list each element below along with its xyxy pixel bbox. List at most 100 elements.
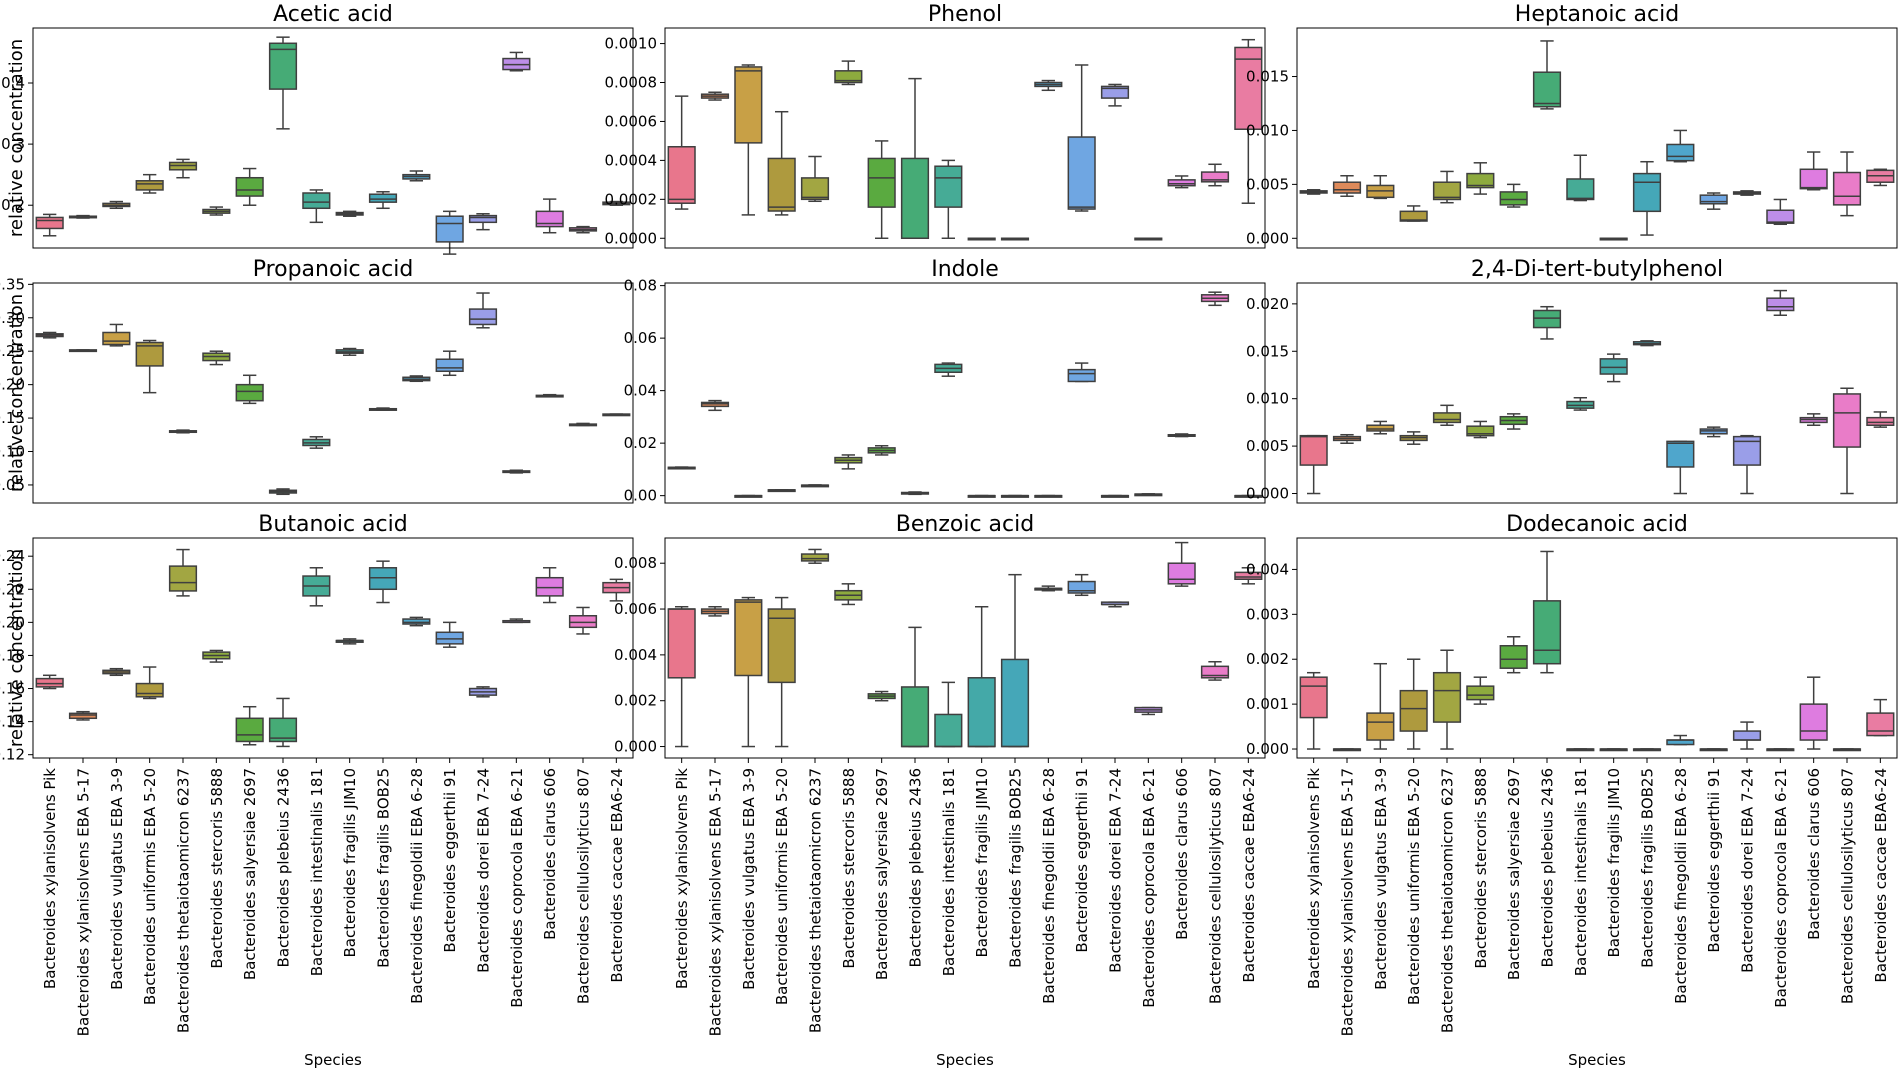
x-tick-label: Bacteroides fragilis BOB25 <box>1639 768 1657 968</box>
box <box>1366 424 1395 432</box>
x-tick-label: Bacteroides salyersiae 2697 <box>1505 768 1523 980</box>
x-tick-label: Bacteroides eggerthii 91 <box>1073 768 1091 953</box>
y-tick-label: 0.0002 <box>605 190 658 208</box>
box <box>435 215 464 243</box>
y-tick-label: 0.10 <box>0 443 25 461</box>
plot-frame <box>1296 27 1898 249</box>
y-tick-label: 0.010 <box>1246 121 1289 139</box>
x-tick-label: Bacteroides thetaiotaomicron 6237 <box>175 768 193 1033</box>
box <box>135 341 164 367</box>
box <box>1866 416 1895 426</box>
y-tick-label: 0.06 <box>624 329 657 347</box>
y-axis-label: relative concentration <box>6 39 27 237</box>
x-tick-label: Bacteroides caccae EBA6-24 <box>1872 768 1890 983</box>
box <box>1732 730 1762 741</box>
x-tick-label: Bacteroides fragilis JIM10 <box>341 768 359 957</box>
x-tick-label: Bacteroides eggerthii 91 <box>441 768 459 953</box>
box <box>1299 434 1328 466</box>
y-tick-label: 0.20 <box>0 376 25 394</box>
x-tick-label: Bacteroides clarus 606 <box>1173 768 1191 940</box>
box <box>35 677 64 688</box>
y-axis-label: relative concentration <box>6 294 27 492</box>
box <box>1167 562 1196 585</box>
x-tick-label: Bacteroides cellulosilyticus 807 <box>575 768 593 1004</box>
box <box>302 192 331 210</box>
box <box>368 193 398 203</box>
box <box>834 70 863 84</box>
box <box>1699 194 1728 205</box>
y-tick-label: 0.001 <box>1246 695 1289 713</box>
subplot-title: Propanoic acid <box>253 257 414 282</box>
box <box>1532 309 1562 329</box>
y-tick-label: 0.002 <box>614 692 657 710</box>
y-tick-label: 0.25 <box>0 342 25 360</box>
box <box>1067 136 1096 210</box>
y-tick-label: 0.000 <box>1246 229 1289 247</box>
y-tick-label: 0.22 <box>0 580 25 598</box>
y-tick-label: 0.05 <box>0 476 25 494</box>
box <box>168 565 198 592</box>
y-tick-label: 0.002 <box>1246 650 1289 668</box>
plot-frame <box>664 282 1266 504</box>
x-tick-label: Bacteroides uniformis EBA 5-20 <box>141 768 159 1005</box>
plot-frame <box>1296 282 1898 504</box>
x-tick-label: Bacteroides xylanisolvens EBA 5-17 <box>75 768 93 1036</box>
subplot-2-4-di-tert-butylphenol: 2,4-Di-tert-butylphenol 0.000 0.005 0.010 0.… <box>1246 257 1898 504</box>
box <box>1200 171 1230 183</box>
y-tick-label: 0.02 <box>624 434 657 452</box>
box <box>1000 658 1030 748</box>
box <box>1366 712 1395 741</box>
y-tick-label: 0.30 <box>0 309 25 327</box>
box <box>268 42 298 90</box>
x-tick-label: Bacteroides finegoldii EBA 6-28 <box>408 768 426 1004</box>
box <box>1532 71 1562 108</box>
x-tick-label: Bacteroides coprocola EBA 6-21 <box>1772 768 1790 1008</box>
y-tick-label: 0.4 <box>1 74 25 92</box>
subplot-phenol: Phenol 0.0000 0.0002 0.0004 0.0006 0.0008 0.00… <box>605 2 1266 249</box>
y-tick-label: 0.015 <box>1246 68 1289 86</box>
box <box>1532 600 1562 665</box>
y-tick-label: 0.005 <box>1246 437 1289 455</box>
subplot-propanoic-acid: Propanoic acid 0.05 0.10 0.15 0.20 0.25 0.30 0.… <box>0 257 634 504</box>
x-tick-label: Bacteroides stercoris 5888 <box>840 768 858 969</box>
x-tick-label: Bacteroides thetaiotaomicron 6237 <box>1439 768 1457 1033</box>
y-tick-label: 0.015 <box>1246 342 1289 360</box>
box <box>435 631 464 645</box>
box <box>135 180 164 191</box>
x-tick-label: Bacteroides xylanisolvens Pik <box>1305 768 1323 989</box>
y-tick-label: 0.20 <box>0 613 25 631</box>
subplot-title: Acetic acid <box>273 2 393 27</box>
box <box>1632 172 1662 213</box>
box <box>1234 571 1263 580</box>
box <box>734 66 763 144</box>
subplot-heptanoic-acid: Heptanoic acid 0.000 0.005 0.010 0.015 <box>1246 2 1898 249</box>
x-tick-label: Bacteroides caccae EBA6-24 <box>1240 768 1258 983</box>
y-tick-label: 0.004 <box>1246 560 1289 578</box>
box <box>1832 171 1862 206</box>
box <box>368 567 398 591</box>
y-tick-label: 0.006 <box>614 600 657 618</box>
y-tick-label: 0.000 <box>1246 740 1289 758</box>
box <box>1299 676 1328 719</box>
box <box>934 713 963 748</box>
x-tick-label: Bacteroides finegoldii EBA 6-28 <box>1040 768 1058 1004</box>
box <box>1766 297 1795 312</box>
subplot-title: Benzoic acid <box>896 512 1034 537</box>
x-tick-label: Bacteroides intestinalis 181 <box>940 768 958 976</box>
x-tick-label: Bacteroides vulgatus EBA 3-9 <box>740 768 758 990</box>
x-tick-label: Bacteroides xylanisolvens EBA 5-17 <box>707 768 725 1036</box>
x-tick-label: Bacteroides intestinalis 181 <box>308 768 326 976</box>
box <box>68 712 98 720</box>
subplot-indole: Indole 0.00 0.02 0.04 0.06 0.08 <box>624 257 1266 505</box>
box <box>1766 209 1795 224</box>
box <box>135 682 164 698</box>
box <box>900 686 930 748</box>
box <box>1799 168 1828 190</box>
x-tick-label: Bacteroides dorei EBA 7-24 <box>475 768 493 973</box>
x-tick-label: Bacteroides intestinalis 181 <box>1572 768 1590 976</box>
x-tick-label: Bacteroides xylanisolvens Pik <box>41 768 59 989</box>
subplot-title: Heptanoic acid <box>1515 2 1679 27</box>
